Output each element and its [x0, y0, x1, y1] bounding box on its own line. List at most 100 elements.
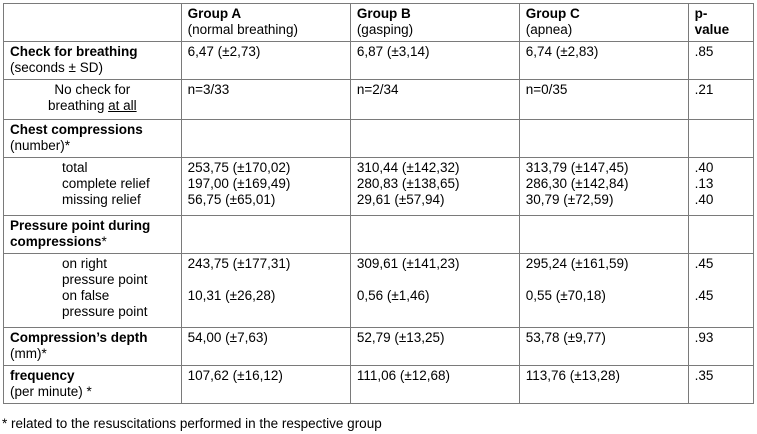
comp-b-total: 310,44 (±142,32) [356, 160, 460, 175]
depth-b: 52,79 (±13,25) [349, 327, 520, 366]
group-c-name: Group C [525, 6, 580, 21]
header-empty-cell [3, 3, 182, 42]
row-pressure-point: Pressure point during compressions* [3, 215, 755, 254]
check-unit: (seconds ± SD) [10, 60, 103, 75]
results-table: Group A (normal breathing) Group B (gasp… [3, 3, 755, 404]
pressure-label-cell: Pressure point during compressions* [3, 215, 182, 254]
pressure-label-false-1: on false [62, 288, 110, 303]
pressure-c-right: 295,24 (±161,59) [525, 256, 629, 271]
table-footnote: * related to the resuscitations performe… [2, 416, 382, 431]
check-p: .85 [687, 41, 755, 80]
pressure-p-empty [687, 215, 755, 254]
header-row: Group A (normal breathing) Group B (gasp… [3, 3, 755, 42]
row-check-breathing: Check for breathing (seconds ± SD) 6,47 … [3, 41, 755, 80]
comp-detail-labels: total complete relief missing relief [3, 157, 182, 216]
header-group-b: Group B (gasping) [349, 3, 520, 42]
pressure-detail-p: .45 .45 [687, 253, 755, 328]
nocheck-label-2b: at all [108, 98, 137, 113]
depth-label-cell: Compression’s depth (mm)* [3, 327, 182, 366]
comp-a-complete: 197,00 (±169,49) [187, 176, 291, 191]
pressure-b-right: 309,61 (±141,23) [356, 256, 460, 271]
comp-detail-a: 253,75 (±170,02) 197,00 (±169,49) 56,75 … [180, 157, 351, 216]
comp-b-missing: 29,61 (±57,94) [356, 192, 445, 207]
pressure-c-empty [518, 215, 689, 254]
pressure-label-2-wrap: compressions* [10, 234, 175, 250]
frequency-c: 113,76 (±13,28) [518, 365, 689, 404]
pressure-label-1: Pressure point during [10, 218, 151, 233]
pressure-detail-c: 295,24 (±161,59) 0,55 (±70,18) [518, 253, 689, 328]
group-b-name: Group B [356, 6, 411, 21]
pressure-b-empty [349, 215, 520, 254]
comp-detail-p: .40 .13 .40 [687, 157, 755, 216]
compressions-p-empty [687, 119, 755, 158]
pressure-detail-a: 243,75 (±177,31) 10,31 (±26,28) [180, 253, 351, 328]
nocheck-a: n=3/33 [180, 79, 351, 120]
row-compressions-detail: total complete relief missing relief 253… [3, 157, 755, 216]
pressure-p-right: .45 [694, 256, 714, 271]
pressure-a-false: 10,31 (±26,28) [187, 288, 276, 303]
header-group-c: Group C (apnea) [518, 3, 689, 42]
depth-a: 54,00 (±7,63) [180, 327, 351, 366]
pressure-detail-labels: on right pressure point on false pressur… [3, 253, 182, 328]
frequency-label: frequency [10, 368, 75, 383]
pressure-label-right-1: on right [62, 256, 108, 271]
comp-detail-b: 310,44 (±142,32) 280,83 (±138,65) 29,61 … [349, 157, 520, 216]
nocheck-label-cell: No check for breathing at all [3, 79, 182, 120]
pressure-label-right-2: pressure point [62, 272, 148, 287]
depth-unit: (mm)* [10, 346, 47, 361]
row-pressure-detail: on right pressure point on false pressur… [3, 253, 755, 328]
pressure-label-false-2: pressure point [62, 304, 148, 319]
group-b-desc: (gasping) [356, 22, 414, 37]
nocheck-label-2: breathing at all [10, 98, 175, 114]
nocheck-label-1: No check for [54, 82, 131, 97]
check-b: 6,87 (±3,14) [349, 41, 520, 80]
comp-label-total: total [62, 160, 88, 175]
compressions-c-empty [518, 119, 689, 158]
comp-c-total: 313,79 (±147,45) [525, 160, 629, 175]
depth-p: .93 [687, 327, 755, 366]
comp-c-complete: 286,30 (±142,84) [525, 176, 629, 191]
compressions-label-cell: Chest compressions (number)* [3, 119, 182, 158]
frequency-label-cell: frequency (per minute) * [3, 365, 182, 404]
group-c-desc: (apnea) [525, 22, 573, 37]
check-label: Check for breathing [10, 44, 138, 59]
compressions-b-empty [349, 119, 520, 158]
check-a: 6,47 (±2,73) [180, 41, 351, 80]
group-a-desc: (normal breathing) [187, 22, 298, 37]
nocheck-p: .21 [687, 79, 755, 120]
comp-detail-c: 313,79 (±147,45) 286,30 (±142,84) 30,79 … [518, 157, 689, 216]
nocheck-c: n=0/35 [518, 79, 689, 120]
frequency-unit: (per minute) * [10, 384, 92, 399]
comp-b-complete: 280,83 (±138,65) [356, 176, 460, 191]
check-c: 6,74 (±2,83) [518, 41, 689, 80]
comp-a-total: 253,75 (±170,02) [187, 160, 291, 175]
header-p-value: p- value [687, 3, 755, 42]
frequency-a: 107,62 (±16,12) [180, 365, 351, 404]
pressure-label-star: * [101, 234, 107, 249]
depth-c: 53,78 (±9,77) [518, 327, 689, 366]
comp-p-total: .40 [694, 160, 714, 175]
nocheck-b: n=2/34 [349, 79, 520, 120]
compressions-label: Chest compressions [10, 122, 143, 137]
pressure-detail-b: 309,61 (±141,23) 0,56 (±1,46) [349, 253, 520, 328]
pressure-c-false: 0,55 (±70,18) [525, 288, 606, 303]
comp-p-complete: .13 [694, 176, 714, 191]
comp-label-complete: complete relief [62, 176, 150, 191]
pressure-b-false: 0,56 (±1,46) [356, 288, 430, 303]
comp-c-missing: 30,79 (±72,59) [525, 192, 614, 207]
depth-label: Compression’s depth [10, 330, 148, 345]
compressions-unit: (number)* [10, 138, 71, 153]
frequency-b: 111,06 (±12,68) [349, 365, 520, 404]
nocheck-label-2a: breathing [48, 98, 109, 113]
check-label-cell: Check for breathing (seconds ± SD) [3, 41, 182, 80]
row-compression-depth: Compression’s depth (mm)* 54,00 (±7,63) … [3, 327, 755, 366]
pressure-label-2: compressions [10, 234, 102, 249]
comp-a-missing: 56,75 (±65,01) [187, 192, 276, 207]
frequency-p: .35 [687, 365, 755, 404]
comp-label-missing: missing relief [62, 192, 141, 207]
group-a-name: Group A [187, 6, 242, 21]
p-label-2: value [694, 22, 730, 37]
pressure-a-empty [180, 215, 351, 254]
pressure-p-false: .45 [694, 288, 714, 303]
p-label-1: p- [694, 6, 708, 21]
